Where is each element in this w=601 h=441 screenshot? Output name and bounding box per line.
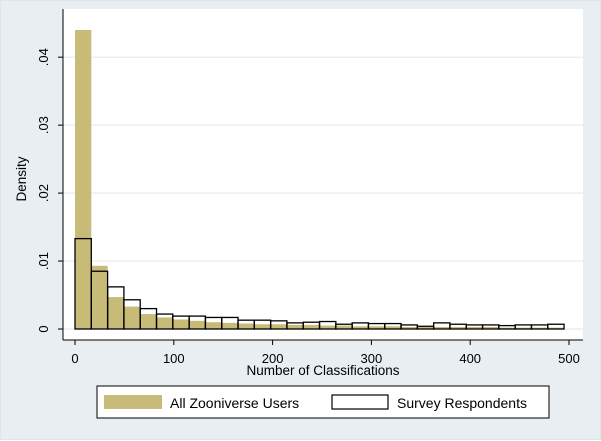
legend-swatch-survey-respondents [331,394,389,410]
bar-all-zooniverse-users [515,327,532,329]
x-tick-label: 200 [262,351,284,366]
bar-all-zooniverse-users [91,265,108,329]
y-tick-label: .01 [36,252,51,270]
plot-area [63,9,583,340]
y-tick-label: .04 [36,48,51,66]
x-tick-label: 400 [459,351,481,366]
bar-all-zooniverse-users [303,324,320,329]
bar-survey-respondents [547,323,565,330]
legend-swatch-all-zooniverse-users [104,395,162,409]
y-tick-label: 0 [36,325,51,332]
bars-all-zooniverse-users [75,30,565,329]
x-tick-label: 300 [361,351,383,366]
bar-all-zooniverse-users [433,326,450,329]
x-tick-label: 100 [163,351,185,366]
y-tick-label: .02 [36,184,51,202]
bar-all-zooniverse-users [270,324,287,329]
bar-all-zooniverse-users [319,325,336,329]
bar-all-zooniverse-users [482,326,499,329]
bar-all-zooniverse-users [352,326,369,329]
bar-all-zooniverse-users [75,30,92,329]
bar-all-zooniverse-users [335,325,353,329]
bar-all-zooniverse-users [221,322,239,329]
bar-all-zooniverse-users [531,327,548,329]
legend-label-survey-respondents: Survey Respondents [397,395,527,411]
bar-all-zooniverse-users [172,319,190,329]
x-tick-label: 500 [558,351,580,366]
bar-all-zooniverse-users [384,326,402,329]
bar-all-zooniverse-users [123,306,141,329]
bar-all-zooniverse-users [449,326,467,329]
legend: All Zooniverse Users Survey Respondents [96,385,550,419]
bars-survey-respondents [74,237,565,330]
bar-all-zooniverse-users [156,317,173,329]
bar-all-zooniverse-users [417,326,434,329]
bar-all-zooniverse-users [368,326,385,329]
legend-box [96,385,550,419]
bar-all-zooniverse-users [466,326,483,329]
y-tick-label: .03 [36,116,51,134]
legend-label-all-zooniverse-users: All Zooniverse Users [170,395,299,411]
bar-all-zooniverse-users [189,320,206,329]
axes: 0 100 200 300 400 500 0 .01 .02 .03 .04 [36,9,583,366]
bar-all-zooniverse-users [107,297,124,329]
bar-all-zooniverse-users [140,314,157,329]
bar-all-zooniverse-users [286,324,304,329]
bar-all-zooniverse-users [238,323,255,329]
x-axis-title: Number of Classifications [246,363,399,378]
bar-all-zooniverse-users [401,326,418,329]
y-axis-title: Density [14,156,29,201]
bar-all-zooniverse-users [498,327,516,329]
bar-all-zooniverse-users [205,322,222,329]
bar-all-zooniverse-users [547,327,565,329]
x-tick-label: 0 [71,351,78,366]
bar-all-zooniverse-users [254,324,271,329]
